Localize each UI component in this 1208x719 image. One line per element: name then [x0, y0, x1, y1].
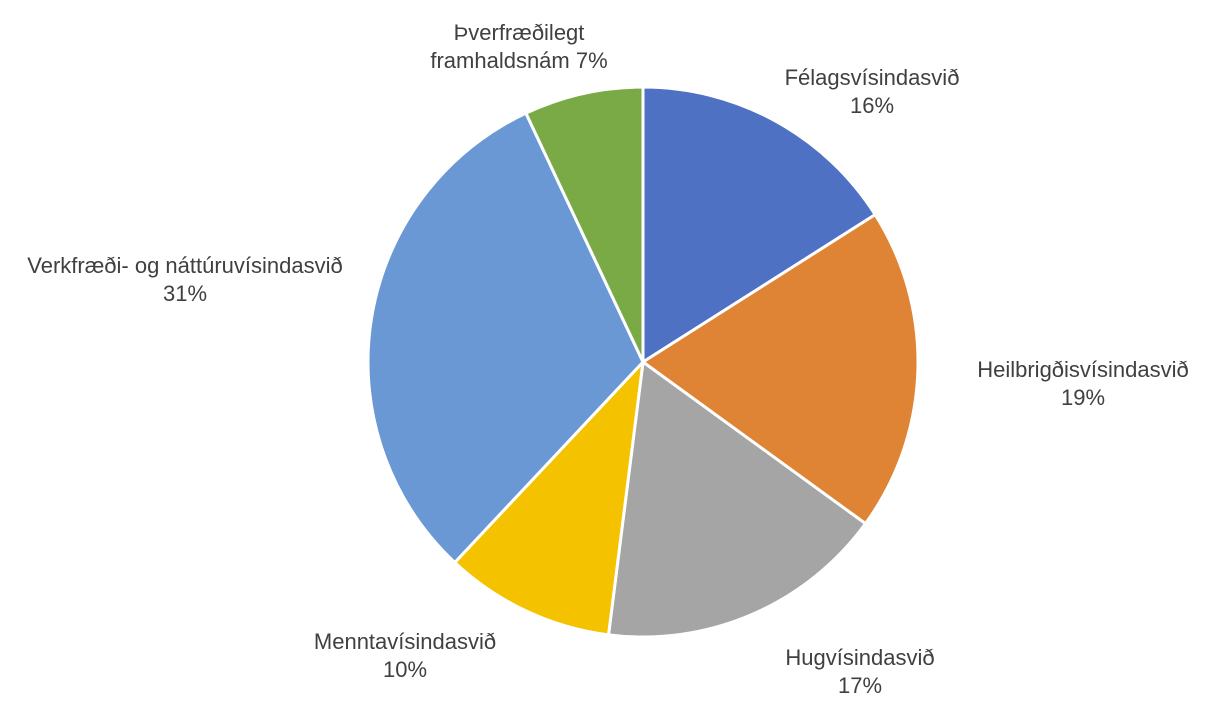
- slice-label-menntavisindasvid: Menntavísindasvið 10%: [314, 629, 496, 682]
- pie-slice-heilbrigdisvisindasvid: [641, 213, 920, 526]
- pie-slice-felagsvisindasvid: [641, 85, 877, 364]
- slice-label-line: 19%: [1061, 385, 1105, 410]
- slice-label-hugvisindasvid: Hugvísindasvið 17%: [785, 645, 934, 698]
- pie-slice-thverfraedilegt-framhaldsnam: [524, 85, 645, 364]
- labels-layer: Félagsvísindasvið 16% Heilbrigðisvísindasv…: [27, 20, 1189, 698]
- slice-label-line: 16%: [850, 93, 894, 118]
- pie-slice-hugvisindasvid: [607, 360, 867, 639]
- slice-label-line: Hugvísindasvið: [785, 645, 934, 670]
- pie-slice-verkfraedi-og-natturuvisindasvid: [366, 111, 645, 564]
- slice-label-thverfraedilegt-framhaldsnam: Þverfræðilegt framhaldsnám 7%: [430, 20, 607, 73]
- slice-label-line: 31%: [163, 281, 207, 306]
- slice-label-heilbrigdisvisindasvid: Heilbrigðisvísindasvið 19%: [977, 357, 1189, 410]
- pie-slice-menntavisindasvid: [453, 360, 645, 637]
- slice-label-felagsvisindasvid: Félagsvísindasvið 16%: [785, 65, 960, 118]
- slice-label-verkfraedi-og-natturuvisindasvid: Verkfræði- og náttúruvísindasvið 31%: [27, 253, 343, 306]
- slice-label-line: framhaldsnám 7%: [430, 48, 607, 73]
- slice-label-line: Heilbrigðisvísindasvið: [977, 357, 1189, 382]
- slice-label-line: Félagsvísindasvið: [785, 65, 960, 90]
- slice-label-line: Þverfræðilegt: [454, 20, 585, 45]
- slice-label-line: Verkfræði- og náttúruvísindasvið: [27, 253, 343, 278]
- slice-label-line: 10%: [383, 657, 427, 682]
- slice-label-line: 17%: [838, 673, 882, 698]
- slices-layer: [366, 85, 920, 639]
- slice-label-line: Menntavísindasvið: [314, 629, 496, 654]
